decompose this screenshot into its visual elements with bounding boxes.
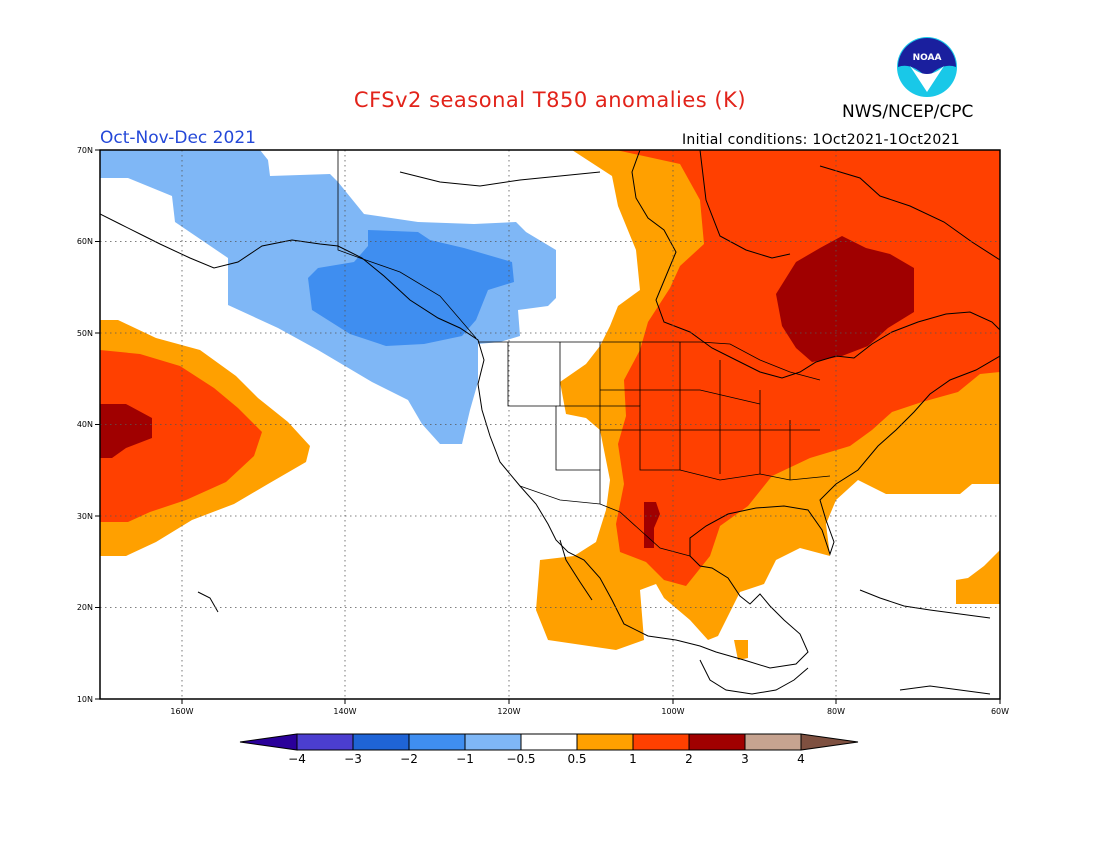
colorbar-swatch <box>576 733 634 751</box>
longitude-labels: 160W 140W 120W 100W 80W 60W <box>170 707 1009 716</box>
lon-label: 100W <box>661 707 684 716</box>
colorbar-swatch <box>744 733 802 751</box>
colorbar-tick-label: 4 <box>797 752 805 766</box>
warm-anomaly-pacific-strong <box>100 350 262 522</box>
colorbar-swatch <box>408 733 466 751</box>
warm-anomaly-east-strong <box>616 150 1000 586</box>
lon-label: 80W <box>827 707 845 716</box>
lat-label: 10N <box>77 695 93 704</box>
anomaly-fields <box>100 150 1000 660</box>
lat-label: 20N <box>77 603 93 612</box>
colorbar-arrow-low <box>239 733 298 751</box>
political-borders <box>337 150 831 557</box>
warm-anomaly-atlantic-light <box>956 550 1000 604</box>
colorbar-tick-label: 1 <box>629 752 637 766</box>
warm-anomaly-texas-core <box>644 502 660 548</box>
lon-label: 140W <box>333 707 356 716</box>
warm-anomaly-pacific-core <box>100 404 152 458</box>
lat-label: 30N <box>77 512 93 521</box>
tick-marks <box>95 149 1001 704</box>
colorbar-arrow-high <box>800 733 859 751</box>
lat-label: 70N <box>77 146 93 155</box>
colorbar: −4 −3 −2 −1 −0.5 0.5 1 2 3 4 <box>239 733 859 766</box>
colorbar-swatch <box>464 733 522 751</box>
colorbar-swatch <box>688 733 746 751</box>
colorbar-tick-label: −2 <box>400 752 418 766</box>
colorbar-tick-label: −1 <box>456 752 474 766</box>
coastlines <box>100 150 1000 695</box>
colorbar-tick-label: 2 <box>685 752 693 766</box>
cold-anomaly-medium <box>308 230 514 346</box>
warm-anomaly-hudson-core <box>776 236 914 362</box>
warm-anomaly-centralamerica-light <box>734 640 748 660</box>
noaa-logo: NOAA <box>897 37 957 97</box>
colorbar-swatch <box>296 733 354 751</box>
lat-label: 40N <box>77 420 93 429</box>
colorbar-swatch <box>520 733 578 751</box>
lon-label: 160W <box>170 707 193 716</box>
colorbar-swatch <box>352 733 410 751</box>
colorbar-tick-label: 3 <box>741 752 749 766</box>
initial-conditions-label: Initial conditions: 1Oct2021-1Oct2021 <box>682 132 961 148</box>
colorbar-tick-label: 0.5 <box>567 752 586 766</box>
lat-label: 60N <box>77 237 93 246</box>
gridlines <box>100 150 1000 699</box>
colorbar-swatch <box>632 733 690 751</box>
organization-label: NWS/NCEP/CPC <box>842 102 974 122</box>
colorbar-tick-label: −3 <box>344 752 362 766</box>
lon-label: 120W <box>497 707 520 716</box>
latitude-labels: 70N 60N 50N 40N 30N 20N 10N <box>77 146 93 704</box>
colorbar-tick-label: −0.5 <box>506 752 535 766</box>
lat-label: 50N <box>77 329 93 338</box>
noaa-logo-text: NOAA <box>913 53 942 63</box>
season-label: Oct-Nov-Dec 2021 <box>100 128 256 148</box>
lon-label: 60W <box>991 707 1009 716</box>
chart-title: CFSv2 seasonal T850 anomalies (K) <box>353 88 747 112</box>
colorbar-tick-label: −4 <box>288 752 306 766</box>
